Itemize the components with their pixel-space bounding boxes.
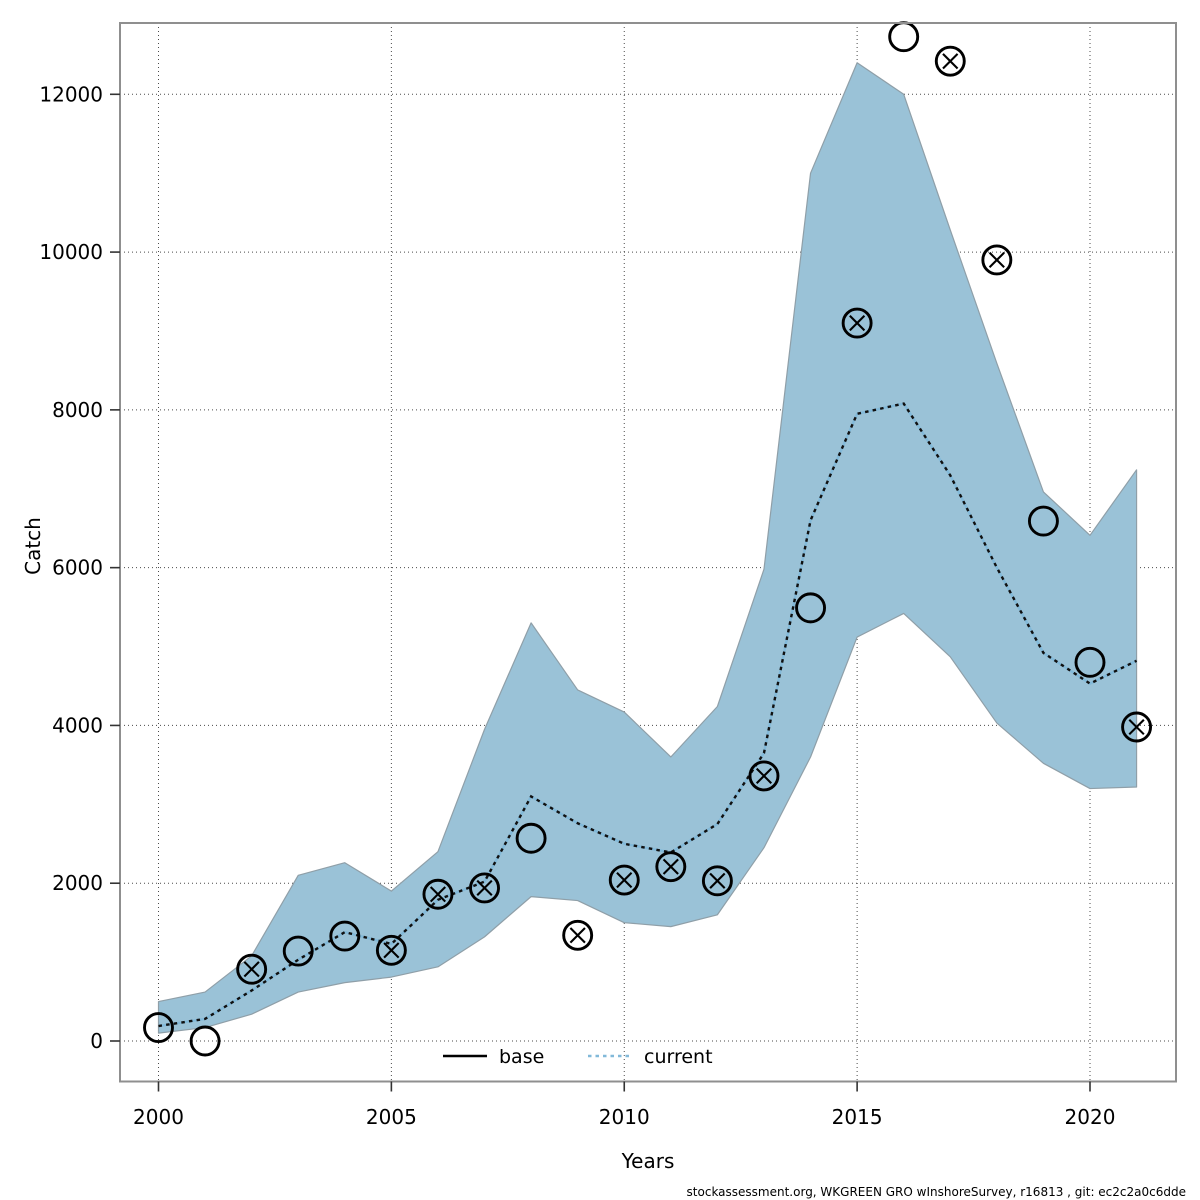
y-axis-title: Catch xyxy=(21,517,45,575)
x-tick-label-2015: 2015 xyxy=(832,1105,883,1129)
data-point-2003 xyxy=(282,935,314,967)
data-point-2012 xyxy=(701,865,733,897)
data-point-2006 xyxy=(422,878,454,910)
point-circle xyxy=(888,21,920,53)
x-tick-label-2000: 2000 xyxy=(133,1105,184,1129)
point-cross xyxy=(709,872,726,889)
point-circle xyxy=(655,851,687,883)
confidence-band xyxy=(157,62,1138,1034)
y-tick-label-6000: 6000 xyxy=(52,556,103,580)
data-point-2007 xyxy=(469,872,500,904)
data-point-2002 xyxy=(236,953,268,985)
data-point-2008 xyxy=(515,822,547,854)
point-circle xyxy=(236,953,268,985)
point-circle xyxy=(1121,711,1153,743)
point-circle xyxy=(562,919,594,951)
data-point-2019 xyxy=(1027,505,1059,537)
point-circle xyxy=(189,1025,221,1057)
point-cross xyxy=(942,53,959,70)
y-tick-label-2000: 2000 xyxy=(52,871,103,895)
confidence-band-polygon xyxy=(157,62,1138,1034)
x-tick-label-2005: 2005 xyxy=(366,1105,417,1129)
data-point-2005 xyxy=(375,934,407,966)
point-cross xyxy=(569,927,586,944)
data-point-2001 xyxy=(189,1025,221,1057)
y-tick-label-10000: 10000 xyxy=(39,240,103,264)
data-point-2000 xyxy=(143,1012,174,1044)
legend: base current xyxy=(443,1046,713,1068)
data-point-2009 xyxy=(562,919,594,951)
point-cross xyxy=(476,879,493,896)
base-points xyxy=(143,21,1153,1057)
point-cross xyxy=(849,315,866,332)
point-circle xyxy=(282,935,314,967)
footer-credit: stockassessment.org, WKGREEN GRO wInshor… xyxy=(687,1185,1186,1199)
point-circle xyxy=(701,865,733,897)
point-circle xyxy=(981,244,1013,276)
point-circle xyxy=(469,872,500,904)
data-point-2016 xyxy=(888,21,920,53)
axis-ticks xyxy=(110,93,1091,1092)
point-circle xyxy=(748,760,780,792)
x-tick-label-2020: 2020 xyxy=(1065,1105,1116,1129)
current-line-blue xyxy=(158,402,1138,1028)
point-cross xyxy=(988,251,1005,269)
data-point-2010 xyxy=(608,864,640,896)
point-cross xyxy=(243,961,260,978)
data-point-2013 xyxy=(748,760,780,792)
plot-border xyxy=(119,22,1177,1083)
data-point-2015 xyxy=(841,307,873,339)
point-circle xyxy=(422,878,454,910)
point-circle xyxy=(795,592,826,624)
point-circle xyxy=(608,864,640,896)
point-circle xyxy=(515,822,547,854)
data-point-2021 xyxy=(1121,711,1153,743)
data-point-2018 xyxy=(981,244,1013,276)
x-axis-title: Years xyxy=(621,1149,675,1173)
y-tick-label-12000: 12000 xyxy=(39,82,103,106)
y-tick-label-0: 0 xyxy=(90,1029,103,1053)
point-circle xyxy=(143,1012,174,1044)
point-cross xyxy=(383,942,400,959)
plot-frame xyxy=(119,22,1177,1083)
data-point-2014 xyxy=(795,592,826,624)
tick-labels: 0 2000 4000 6000 8000 10000 12000 2000 2005 2010 2… xyxy=(39,82,1115,1129)
data-point-2017 xyxy=(934,45,966,77)
y-tick-label-4000: 4000 xyxy=(52,713,103,737)
point-cross xyxy=(662,858,679,875)
legend-current-label: current xyxy=(644,1046,713,1068)
data-point-2004 xyxy=(329,920,361,952)
point-circle xyxy=(1074,646,1106,678)
point-cross xyxy=(755,767,773,784)
legend-base-label: base xyxy=(499,1046,544,1068)
current-line xyxy=(158,402,1138,1028)
point-circle xyxy=(1027,505,1059,537)
point-circle xyxy=(934,45,966,77)
data-point-2011 xyxy=(655,851,687,883)
point-cross xyxy=(1128,718,1145,736)
y-tick-label-8000: 8000 xyxy=(52,398,103,422)
x-tick-label-2010: 2010 xyxy=(599,1105,650,1129)
point-cross xyxy=(429,886,446,903)
point-circle xyxy=(329,920,361,952)
point-circle xyxy=(841,307,873,339)
data-point-2020 xyxy=(1074,646,1106,678)
point-circle xyxy=(375,934,407,966)
point-cross xyxy=(616,872,633,889)
